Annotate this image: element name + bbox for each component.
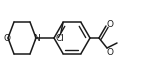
Text: Cl: Cl xyxy=(56,34,64,43)
Text: O: O xyxy=(4,33,10,43)
Text: N: N xyxy=(34,33,40,43)
Text: O: O xyxy=(106,48,114,57)
Text: O: O xyxy=(106,19,114,28)
